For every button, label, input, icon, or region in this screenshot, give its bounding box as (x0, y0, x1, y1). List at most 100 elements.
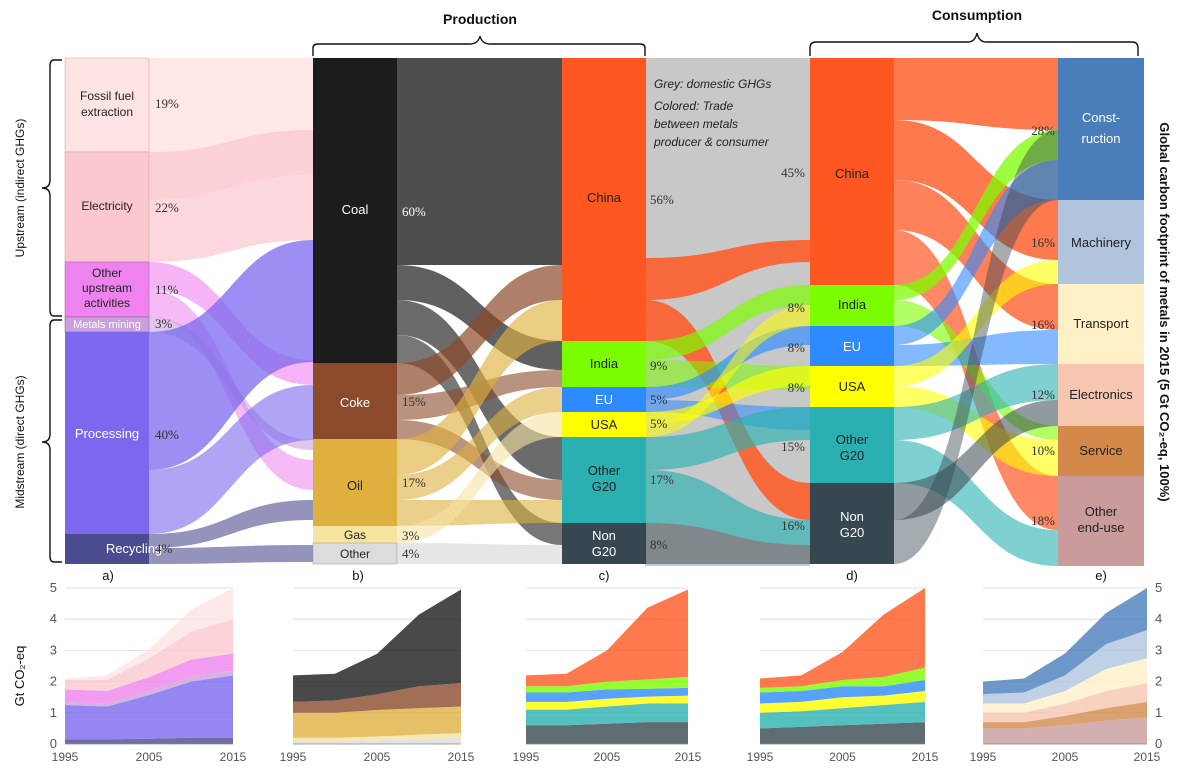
area-other-g20 (760, 701, 925, 729)
panel-letter-c: c) (599, 568, 610, 583)
panel-letter-a: a) (102, 568, 114, 583)
flow-c-d (646, 240, 810, 300)
flow-a-b (149, 500, 313, 548)
note-line-1: Grey: domestic GHGs (654, 77, 771, 91)
label-d-1: India (838, 297, 867, 312)
mini-chart-b: 1995 2005 2015 (280, 587, 475, 764)
x-tick-label: 1995 (747, 750, 774, 764)
node-service (1058, 426, 1144, 476)
label-a-4: Processing (75, 426, 139, 441)
pct-a-4: 40% (155, 427, 179, 442)
brace-consumption (809, 32, 1139, 56)
area-fossil-fuel-extraction (65, 588, 233, 681)
flow-c-d (646, 326, 810, 400)
area-electronics (983, 683, 1147, 723)
column-d (810, 58, 894, 564)
node-electricity (64, 151, 150, 263)
pct-e-3: 12% (1031, 387, 1055, 402)
node-c-other-g20 (562, 437, 646, 523)
node-other-end-use (1058, 476, 1144, 566)
pct-c-3: 5% (650, 416, 668, 431)
node-processing (65, 332, 149, 534)
pct-a-2: 11% (155, 282, 179, 297)
label-a-5: Recycling (106, 541, 162, 556)
pct-a-3: 3% (155, 316, 173, 331)
pct-d-0: 45% (781, 165, 805, 180)
area-other-g20 (526, 703, 688, 726)
label-d-5b: G20 (840, 525, 865, 540)
flow-a-b (149, 240, 313, 470)
y-tick-label: 0 (50, 736, 57, 751)
pct-e-0: 28% (1031, 123, 1055, 138)
x-tick-label: 1995 (513, 750, 540, 764)
x-tick-label: 2005 (829, 750, 856, 764)
area-gas (293, 733, 461, 741)
x-tick-label: 2015 (448, 750, 475, 764)
side-label-upstream: Upstream (indirect GHGs) (13, 119, 27, 258)
label-e-2: Transport (1073, 316, 1129, 331)
panel-letter-d: d) (846, 568, 858, 583)
y-tick-label: 2 (50, 674, 57, 689)
flow-a-b (149, 130, 313, 200)
node-recycling (65, 534, 149, 564)
flow-d-e (894, 364, 1058, 440)
header-production: Production (443, 11, 517, 27)
mini-chart-c: 1995 2005 2015 (513, 587, 702, 764)
mini-ylabel: Gt CO₂-eq (12, 646, 27, 707)
x-tick-label: 2005 (364, 750, 391, 764)
label-d-5a: Non (840, 509, 864, 524)
x-tick-label: 1995 (52, 750, 79, 764)
node-electronics (1058, 364, 1144, 426)
flow-d-e (894, 260, 1058, 386)
node-d-usa (810, 366, 894, 407)
pct-e-1: 16% (1031, 235, 1055, 250)
pct-e-2: 16% (1031, 317, 1055, 332)
label-b-0: Coal (342, 202, 369, 217)
label-a-2b: upstream (82, 281, 132, 295)
column-c (562, 58, 646, 564)
flow-c-d (646, 523, 810, 564)
area-other-end-use (983, 717, 1147, 744)
pct-d-3: 8% (788, 380, 806, 395)
label-d-4a: Other (836, 432, 869, 447)
label-a-1: Electricity (81, 199, 132, 213)
y-tick-label: 2 (1155, 674, 1162, 689)
flow-a-b (149, 58, 313, 152)
right-vertical-title: Global carbon footprint of metals in 201… (1157, 122, 1172, 501)
note-line-3: between metals (654, 117, 738, 131)
label-b-4: Other (340, 547, 370, 561)
label-a-2a: Other (92, 266, 122, 280)
mini-chart-d: 1995 2005 2015 (747, 587, 939, 764)
node-construction (1058, 58, 1144, 200)
column-a (64, 57, 150, 564)
area-machinery (983, 630, 1147, 704)
label-c-4b: G20 (592, 479, 617, 494)
side-label-midstream: Midstream (direct GHGs) (13, 375, 27, 508)
label-e-4: Service (1079, 443, 1122, 458)
label-e-0a: Const- (1082, 110, 1120, 125)
y-tick-label: 4 (50, 611, 57, 626)
pct-d-1: 8% (788, 300, 806, 315)
node-d-eu (810, 326, 894, 366)
flow-d-e (894, 160, 1058, 345)
x-tick-label: 2015 (912, 750, 939, 764)
area-non-g20 (526, 722, 688, 744)
flow-d-e (894, 120, 1058, 260)
label-e-5b: end-use (1078, 520, 1125, 535)
node-machinery (1058, 200, 1144, 284)
area-electricity (65, 619, 233, 691)
y-tick-label: 4 (1155, 611, 1162, 626)
pct-c-1: 9% (650, 358, 668, 373)
area-usa (526, 695, 688, 710)
area-service (983, 701, 1147, 729)
label-c-5a: Non (592, 528, 616, 543)
pct-c-5: 8% (650, 537, 668, 552)
label-c-3: USA (591, 417, 618, 432)
label-d-4b: G20 (840, 448, 865, 463)
node-c-china (562, 58, 646, 341)
flow-d-e (894, 300, 1058, 440)
flow-d-e (894, 440, 1058, 566)
header-consumption: Consumption (932, 7, 1022, 23)
